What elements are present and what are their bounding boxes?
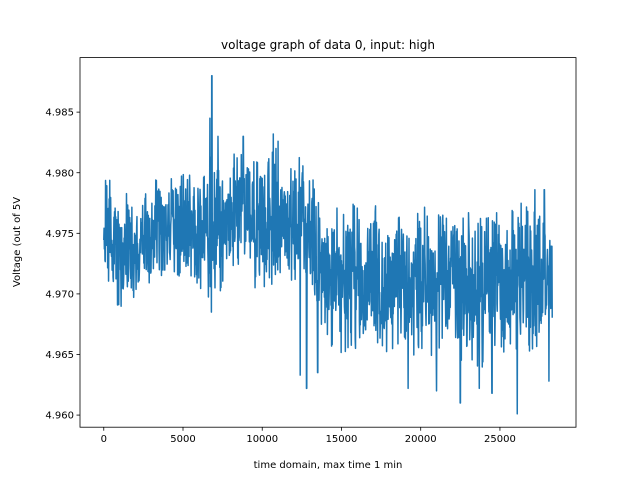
plot-frame — [79, 57, 577, 428]
y-axis-ticks: 4.960 4.965 4.970 4.975 4.980 4.985 — [45, 108, 80, 422]
y-tick-label: 4.960 — [45, 411, 74, 422]
y-tick-label: 4.975 — [45, 229, 74, 240]
y-axis-label: Voltage (out of 5V — [12, 197, 23, 287]
x-axis-label: time domain, max time 1 min — [254, 460, 403, 471]
x-tick-label: 25000 — [484, 434, 516, 445]
y-tick-label: 4.965 — [45, 350, 74, 361]
x-tick-label: 20000 — [405, 434, 437, 445]
x-tick-label: 5000 — [170, 434, 195, 445]
x-axis-ticks: 0 5000 10000 15000 20000 25000 — [101, 427, 516, 445]
chart-title: voltage graph of data 0, input: high — [221, 38, 435, 52]
x-tick-label: 10000 — [246, 434, 278, 445]
plot-area — [103, 75, 553, 415]
voltage-series-line — [103, 75, 553, 415]
y-tick-label: 4.985 — [45, 108, 74, 119]
y-tick-label: 4.970 — [45, 290, 74, 301]
y-tick-label: 4.980 — [45, 168, 74, 179]
x-tick-label: 0 — [101, 434, 107, 445]
x-tick-label: 15000 — [326, 434, 358, 445]
